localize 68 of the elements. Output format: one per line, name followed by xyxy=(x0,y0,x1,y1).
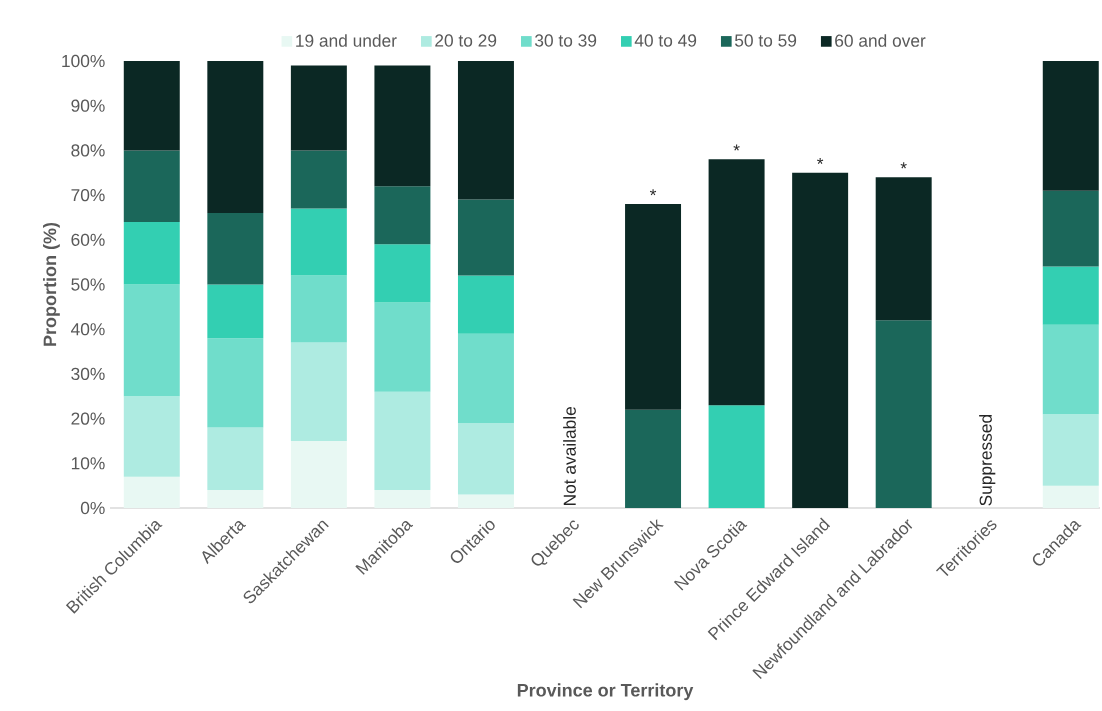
y-tick-label: 10% xyxy=(71,457,105,470)
bar xyxy=(290,342,347,441)
annotation: * xyxy=(649,189,657,196)
x-axis-title: Province or Territory xyxy=(517,683,694,701)
bar xyxy=(457,61,514,200)
bar xyxy=(207,338,264,428)
legend-label: 19 and under xyxy=(296,34,397,47)
bar xyxy=(123,221,180,285)
bar xyxy=(875,177,932,321)
bar xyxy=(374,302,431,392)
y-tick-label: 40% xyxy=(71,323,105,336)
annotation: Not available xyxy=(563,407,576,505)
bar xyxy=(875,320,932,508)
legend-label: 60 and over xyxy=(835,34,926,47)
bar xyxy=(207,212,264,285)
bar xyxy=(290,65,347,151)
bar xyxy=(123,396,180,477)
y-tick-label: 60% xyxy=(71,233,105,246)
legend-label: 40 to 49 xyxy=(634,34,697,47)
bar xyxy=(290,275,347,343)
annotation: * xyxy=(733,144,740,151)
bar xyxy=(207,61,264,213)
legend-label: 20 to 29 xyxy=(435,34,497,47)
bar xyxy=(457,199,514,276)
bar xyxy=(290,208,347,276)
y-tick-label: 50% xyxy=(71,278,105,291)
bar xyxy=(207,490,264,508)
y-tick-label: 30% xyxy=(71,367,105,381)
y-tick-label: 80% xyxy=(71,144,105,157)
y-tick-label: 90% xyxy=(71,99,105,112)
bar xyxy=(290,440,347,508)
bar xyxy=(123,476,180,508)
bar xyxy=(457,423,514,495)
y-axis-title: Proportion (%) xyxy=(43,222,60,346)
bar xyxy=(457,494,514,508)
bar xyxy=(457,333,514,424)
y-tick-label: 100% xyxy=(62,54,105,68)
bar xyxy=(374,391,431,491)
bar xyxy=(1042,61,1099,191)
legend-label: 30 to 39 xyxy=(535,34,597,47)
bar xyxy=(708,405,765,508)
bar xyxy=(123,284,180,397)
bar xyxy=(708,159,765,406)
bar xyxy=(374,186,431,245)
legend-label: 50 to 59 xyxy=(734,34,797,47)
y-tick-label: 70% xyxy=(71,188,105,202)
bar xyxy=(1042,485,1099,508)
bar xyxy=(207,284,264,339)
bar xyxy=(1042,414,1099,486)
annotation: Suppressed xyxy=(979,415,996,506)
bar xyxy=(374,65,431,187)
bar xyxy=(792,172,849,508)
bar xyxy=(1042,324,1099,415)
bar xyxy=(290,150,347,209)
bar xyxy=(457,275,514,334)
bar xyxy=(207,427,264,491)
bar xyxy=(1042,190,1099,267)
y-tick-label: 0% xyxy=(80,501,105,515)
annotation: * xyxy=(817,157,824,164)
bar xyxy=(625,409,682,508)
bar xyxy=(625,204,682,410)
y-tick-label: 20% xyxy=(71,412,105,425)
bar xyxy=(123,61,180,151)
bar xyxy=(374,490,431,508)
bar xyxy=(374,244,431,303)
annotation: * xyxy=(900,162,907,169)
bar xyxy=(123,150,180,222)
bar xyxy=(1042,266,1099,325)
